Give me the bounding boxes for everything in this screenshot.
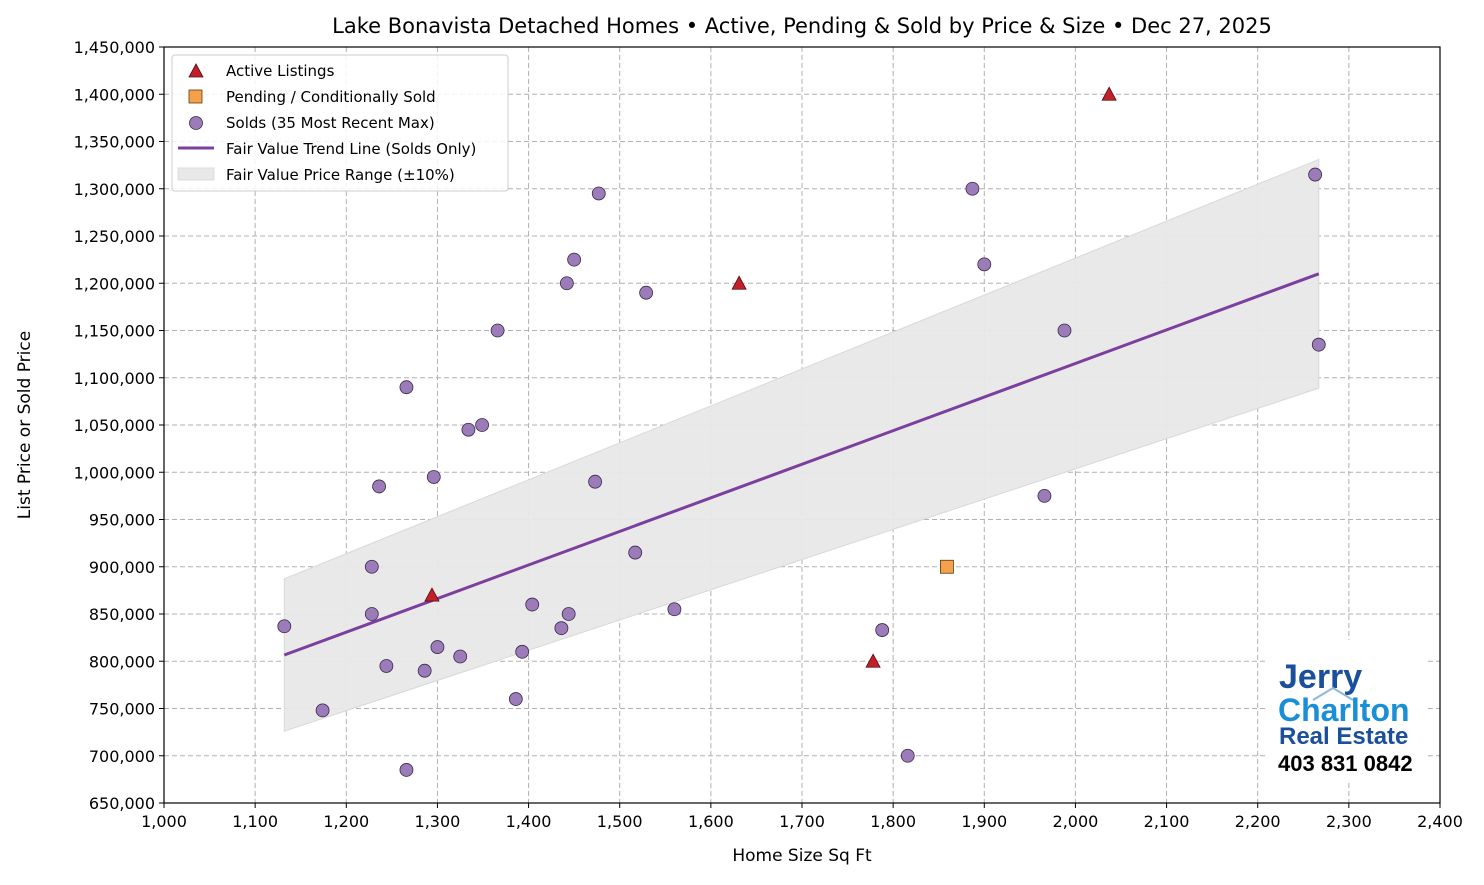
legend-band-icon (177, 167, 215, 181)
y-tick-label: 1,400,000 (74, 85, 155, 104)
y-axis-label: List Price or Sold Price (15, 331, 35, 519)
active-point (1101, 86, 1117, 101)
legend-triangle-icon (188, 63, 204, 78)
legend-circle-icon (189, 116, 203, 130)
sold-point (364, 559, 379, 574)
fair-value-band (283, 158, 1320, 732)
logo-line2: Charlton (1278, 692, 1410, 728)
y-tick-label: 750,000 (89, 700, 155, 719)
y-tick-label: 1,250,000 (74, 227, 155, 246)
brand-logo: Jerry Charlton Real Estate 403 831 0842 (1266, 640, 1428, 780)
sold-point (277, 619, 292, 634)
legend-square-icon (188, 89, 203, 104)
sold-point (315, 703, 330, 718)
x-axis-label: Home Size Sq Ft (732, 846, 872, 866)
y-tick-label: 1,050,000 (74, 416, 155, 435)
y-tick-label: 700,000 (89, 747, 155, 766)
sold-point (430, 640, 445, 654)
x-tick-label: 1,700 (779, 812, 825, 831)
sold-point (1308, 167, 1323, 182)
sold-point (1311, 337, 1326, 352)
data-marks (277, 86, 1326, 777)
sold-point (1057, 323, 1072, 338)
y-tick-label: 1,100,000 (74, 369, 155, 388)
x-tick-label: 1,400 (506, 812, 552, 831)
sold-point (639, 285, 654, 300)
sold-point (559, 276, 574, 291)
y-axis-ticks: 650,000 700,000 750,000 800,000 850,000 900,0… (74, 38, 164, 813)
sold-point (379, 659, 394, 673)
y-tick-label: 850,000 (89, 605, 155, 624)
sold-point (1037, 488, 1052, 503)
sold-point (554, 621, 569, 636)
x-tick-label: 1,800 (870, 812, 916, 831)
y-tick-label: 1,300,000 (74, 180, 155, 199)
legend: Active Listings Pending / Conditionally … (171, 54, 509, 192)
active-point (424, 587, 440, 602)
sold-point (426, 470, 441, 484)
x-tick-label: 2,100 (1144, 812, 1190, 831)
sold-point (490, 323, 505, 338)
y-tick-label: 1,000,000 (74, 463, 155, 482)
x-tick-label: 2,400 (1417, 812, 1463, 831)
x-tick-label: 1,900 (961, 812, 1007, 831)
x-tick-label: 1,200 (323, 812, 369, 831)
sold-point (364, 607, 379, 621)
x-tick-label: 1,000 (141, 812, 187, 831)
sold-point (591, 186, 606, 201)
y-tick-label: 1,450,000 (74, 38, 155, 57)
y-tick-label: 900,000 (89, 558, 155, 577)
sold-point (453, 649, 468, 664)
legend-label: Fair Value Price Range (±10%) (226, 166, 455, 184)
legend-label: Fair Value Trend Line (Solds Only) (226, 140, 476, 158)
y-tick-label: 1,200,000 (74, 274, 155, 293)
sold-point (965, 181, 980, 196)
x-tick-label: 1,100 (232, 812, 278, 831)
sold-point (475, 418, 489, 432)
sold-point (667, 602, 682, 617)
pending-point (940, 559, 954, 574)
y-tick-label: 950,000 (89, 511, 155, 530)
active-point (865, 653, 881, 668)
fair-value-range-band (283, 158, 1320, 732)
y-tick-label: 1,350,000 (74, 133, 155, 152)
legend-label: Pending / Conditionally Sold (226, 88, 436, 106)
logo-line3: Real Estate (1279, 723, 1408, 750)
sold-point (561, 607, 576, 621)
sold-point (461, 422, 476, 437)
sold-point (508, 692, 523, 706)
x-axis-ticks: 1,000 1,100 1,200 1,300 1,400 1,500 1,600 1,700… (141, 803, 1463, 831)
sold-point (567, 252, 582, 267)
logo-phone: 403 831 0842 (1278, 751, 1413, 776)
sold-point (417, 663, 432, 678)
x-tick-label: 2,300 (1326, 812, 1372, 831)
sold-point (399, 380, 414, 395)
x-tick-label: 2,200 (1235, 812, 1281, 831)
y-tick-label: 650,000 (89, 794, 155, 813)
x-tick-label: 1,600 (688, 812, 734, 831)
sold-point (588, 474, 603, 489)
sold-point (515, 644, 530, 659)
y-tick-label: 800,000 (89, 652, 155, 671)
logo-line1: Jerry (1279, 658, 1362, 696)
active-point (731, 275, 747, 290)
y-tick-label: 1,150,000 (74, 322, 155, 341)
chart-title: Lake Bonavista Detached Homes • Active, … (332, 14, 1272, 38)
trend-line (283, 272, 1320, 657)
sold-point (372, 479, 386, 494)
sold-point (875, 623, 890, 637)
x-tick-label: 1,300 (415, 812, 461, 831)
sold-point (977, 257, 992, 272)
sold-point (399, 763, 414, 777)
legend-label: Solds (35 Most Recent Max) (226, 114, 435, 132)
roof-icon (1312, 686, 1354, 701)
sold-point (900, 748, 915, 763)
x-tick-label: 2,000 (1053, 812, 1099, 831)
x-tick-label: 1,500 (597, 812, 643, 831)
sold-point (628, 545, 643, 560)
sold-point (525, 597, 540, 612)
legend-label: Active Listings (226, 62, 335, 80)
